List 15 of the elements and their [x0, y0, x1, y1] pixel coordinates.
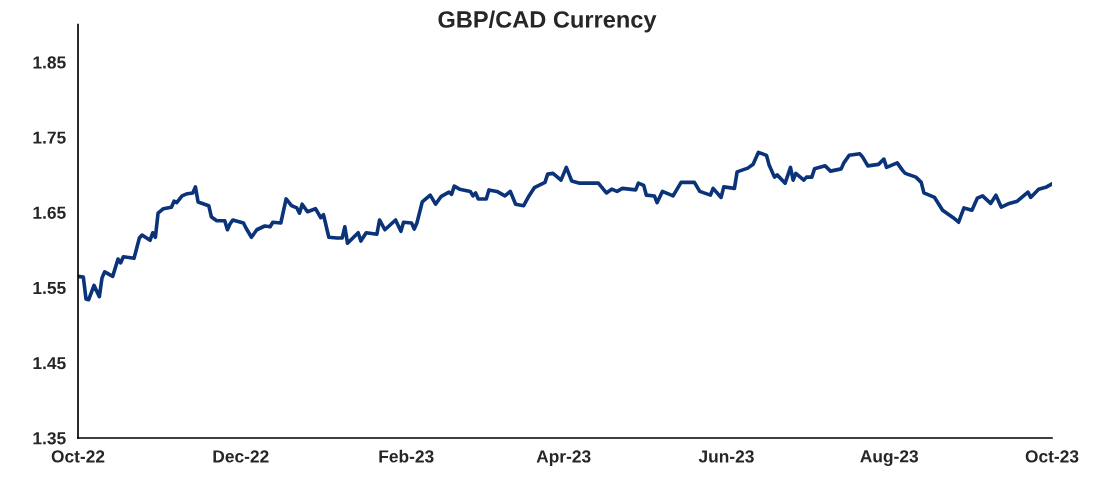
- y-tick-label: 1.75: [33, 131, 66, 144]
- x-tick-label: Feb-23: [379, 449, 434, 463]
- y-tick-label: 1.55: [33, 281, 66, 295]
- x-tick-label: Dec-22: [213, 450, 269, 463]
- chart-title: GBP/CAD Currency: [438, 10, 657, 33]
- x-tick-label: Oct-22: [51, 450, 105, 463]
- x-tick-label: Jun-23: [698, 450, 754, 463]
- y-tick-label: 1.35: [33, 432, 66, 445]
- x-tick-label: Aug-23: [860, 450, 919, 466]
- y-tick-label: 1.85: [33, 56, 66, 69]
- x-tick-label: Oct-23: [1025, 450, 1079, 463]
- x-tick-label: Apr-23: [536, 450, 591, 466]
- y-tick-label: 1.45: [33, 357, 66, 370]
- line-series: [78, 150, 1052, 302]
- y-tick-label: 1.65: [33, 206, 66, 219]
